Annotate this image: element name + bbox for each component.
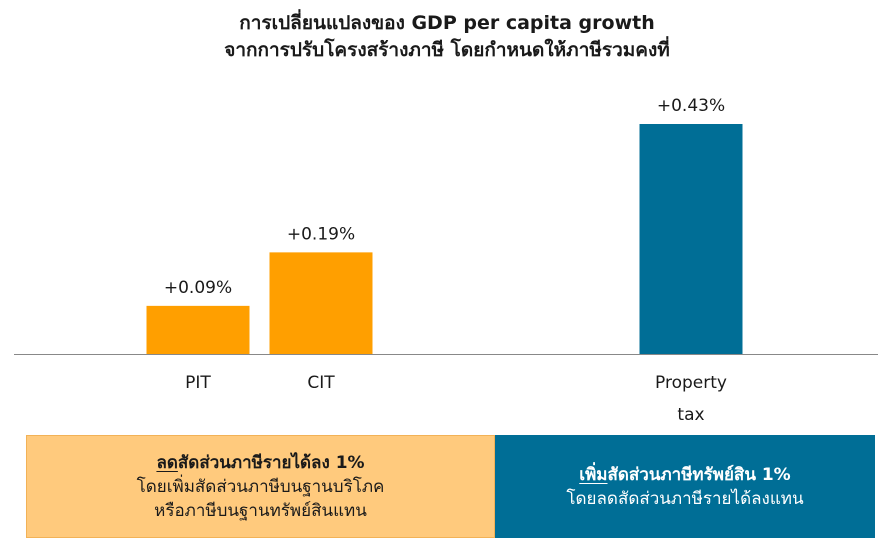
x-tick-label-line: Property [655,373,727,393]
panel-right-heading: เพิ่มสัดส่วนภาษีทรัพย์สิน 1% [579,463,790,487]
panel-right-line-2: โดยลดสัดส่วนภาษีรายได้ลงแทน [566,488,804,509]
chart-title-line-1: การเปลี่ยนแปลงของ GDP per capita growth [239,12,655,34]
x-tick-label-cit: CIT [307,373,335,393]
bar-pit [146,305,250,354]
panel-left-line-2: โดยเพิ่มสัดส่วนภาษีบนฐานบริโภค [136,476,385,497]
panel-left-heading-rest: สัดส่วนภาษีรายได้ลง 1% [177,452,365,473]
panel-left-heading: ลดสัดส่วนภาษีรายได้ลง 1% [156,451,364,475]
x-tick-label-pit: PIT [185,373,211,393]
x-tick-label-line: PIT [185,373,211,393]
data-label-pit: +0.09% [164,278,232,298]
data-label-cit: +0.19% [287,224,355,244]
data-label-property-tax: +0.43% [657,96,725,116]
property-tax-increase-panel: เพิ่มสัดส่วนภาษีทรัพย์สิน 1% โดยลดสัดส่ว… [495,435,875,538]
x-tick-label-line: CIT [307,373,335,393]
x-tick-label-property-tax: Property tax [655,373,727,425]
income-tax-reduction-panel: ลดสัดส่วนภาษีรายได้ลง 1% โดยเพิ่มสัดส่วน… [26,435,495,538]
panel-left-line-3: หรือภาษีบนฐานทรัพย์สินแทน [154,500,367,521]
bar-property-tax [639,124,743,354]
bar-cit [269,252,373,354]
panel-right-heading-rest: สัดส่วนภาษีทรัพย์สิน 1% [607,464,791,485]
chart-title-line-2: จากการปรับโครงสร้างภาษี โดยกำหนดให้ภาษีร… [224,39,670,61]
chart-title: การเปลี่ยนแปลงของ GDP per capita growth … [0,10,894,64]
x-tick-label-line: tax [677,405,704,425]
panel-right-keyword: เพิ่ม [579,464,608,485]
panel-left-keyword: ลด [156,452,178,473]
bar-chart: +0.09% PIT +0.19% CIT +0.43% Property tax [14,96,878,425]
